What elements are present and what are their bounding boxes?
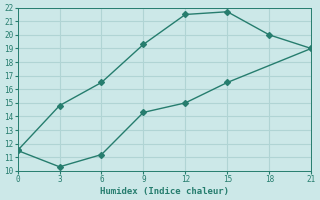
X-axis label: Humidex (Indice chaleur): Humidex (Indice chaleur) (100, 187, 229, 196)
